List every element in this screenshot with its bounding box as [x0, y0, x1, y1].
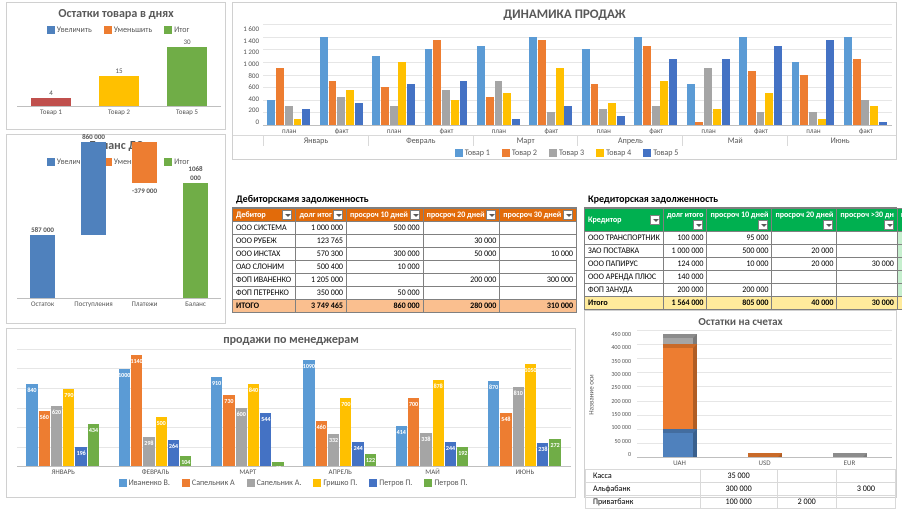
debit-table: Дебитордолг итогпросроч 10 днейпросроч 2…	[232, 208, 577, 313]
column-header[interactable]: просроч 10 дней	[707, 209, 772, 232]
panel-title: ДИНАМИКА ПРОДАЖ	[233, 3, 896, 24]
table-row: ООО РУБЕЖ123 76530 000	[233, 235, 577, 248]
filter-icon[interactable]	[884, 220, 894, 230]
column-header[interactable]: долг итого	[663, 209, 707, 232]
column-header[interactable]: долг итог	[296, 209, 347, 222]
total-row: Итого1 564 000805 00040 00030 000875 000	[585, 297, 902, 310]
filter-icon[interactable]	[758, 220, 768, 230]
table-row: ФОП ЗАНУДА200 000200 000200 000	[585, 284, 902, 297]
panel5-plot	[637, 330, 892, 458]
panel1-plot: 41530	[17, 37, 221, 107]
debit-table-wrapper: Дебиторскамя задолженность Дебитордолг и…	[232, 190, 577, 313]
table-row: ФОП ИВАНЕНКО1 205 000200 000300 000	[233, 274, 577, 287]
column-header[interactable]: просроч 20 дней	[423, 209, 500, 222]
filter-icon[interactable]	[563, 210, 573, 220]
table-row: ФОП ПЕТРЕНКО350 00050 000	[233, 287, 577, 300]
panel2-plot	[263, 24, 892, 126]
column-header[interactable]: план оп	[897, 209, 902, 232]
panel1-legend: УвеличитьУменьшитьИтог	[7, 23, 225, 37]
table-row: ОАО СЛОНИМ500 40010 000	[233, 261, 577, 274]
panel5-legend-table: Касса35 000Альфабанк300 0003 000Приватба…	[585, 469, 896, 509]
panel4-plot: 8405606207901964341000114029850026410491…	[17, 349, 571, 467]
filter-icon[interactable]	[410, 210, 420, 220]
y-axis: 450 000400 000350 000300 000250 000200 0…	[597, 330, 633, 458]
panel3-plot: 587 000860 000-379 0001068 000	[17, 169, 221, 299]
filter-icon[interactable]	[282, 210, 292, 220]
table-row: ООО СИСТЕМА1 000 000500 000	[233, 222, 577, 235]
total-row: ИТОГО3 749 465860 000280 000310 000	[233, 300, 577, 313]
filter-icon[interactable]	[333, 210, 343, 220]
table-row: ООО ИНСТАХ570 300300 00050 00010 000	[233, 248, 577, 261]
panel-accounts: Остатки на счетах Название оси 450 00040…	[584, 310, 897, 498]
column-header[interactable]: Кредитор	[585, 209, 664, 232]
filter-icon[interactable]	[823, 220, 833, 230]
table-row: ЗАО ПОСТАВКА1 000 000500 00020 000520 00…	[585, 245, 902, 258]
y-axis-label: Название оси	[587, 374, 596, 414]
panel4-legend: Иваненко В.Сапельник АСапельник А.Гришко…	[7, 476, 575, 490]
panel-title: продажи по менеджерам	[7, 329, 575, 349]
panel2-legend: Товар 1Товар 2Товар 3Товар 4Товар 5	[233, 146, 896, 160]
table-row: ООО ТРАНСПОРТНИК100 00095 00095 000	[585, 232, 902, 245]
panel-title: Остатки на счетах	[585, 311, 896, 330]
table-row: ООО АРЕНДА ПЛЮС140 0000	[585, 271, 902, 284]
panel-sales-dynamics: ДИНАМИКА ПРОДАЖ 1 6001 4001 2001 0008006…	[232, 2, 897, 160]
column-header[interactable]: просроч 20 дней	[772, 209, 837, 232]
filter-icon[interactable]	[486, 210, 496, 220]
column-header[interactable]: просроч 30 дней	[500, 209, 577, 222]
panel-balance: Баланс ДС УвеличитьУменьшитьИтог 587 000…	[6, 134, 226, 324]
credit-table-wrapper: Кредиторская задолженность Кредитордолг …	[584, 190, 897, 310]
credit-table: Кредитордолг итогопросроч 10 днейпросроч…	[584, 208, 902, 310]
column-header[interactable]: Дебитор	[233, 209, 296, 222]
column-header[interactable]: просроч >30 дн	[837, 209, 897, 232]
filter-icon[interactable]	[650, 215, 660, 225]
panel-stock-days: Остатки товара в днях УвеличитьУменьшить…	[6, 2, 226, 130]
y-axis: 1 6001 4001 2001 0008006004002000	[233, 24, 261, 126]
table-row: ООО ПАПИРУС124 00010 00020 00030 00060 0…	[585, 258, 902, 271]
filter-icon[interactable]	[693, 220, 703, 230]
column-header[interactable]: просроч 10 дней	[346, 209, 423, 222]
panel-title: Остатки товара в днях	[7, 3, 225, 23]
panel-title: Баланс ДС	[7, 135, 225, 155]
credit-title: Кредиторская задолженность	[584, 190, 897, 208]
debit-title: Дебиторскамя задолженность	[232, 190, 577, 208]
panel-managers: продажи по менеджерам 840560620790196434…	[6, 328, 576, 498]
